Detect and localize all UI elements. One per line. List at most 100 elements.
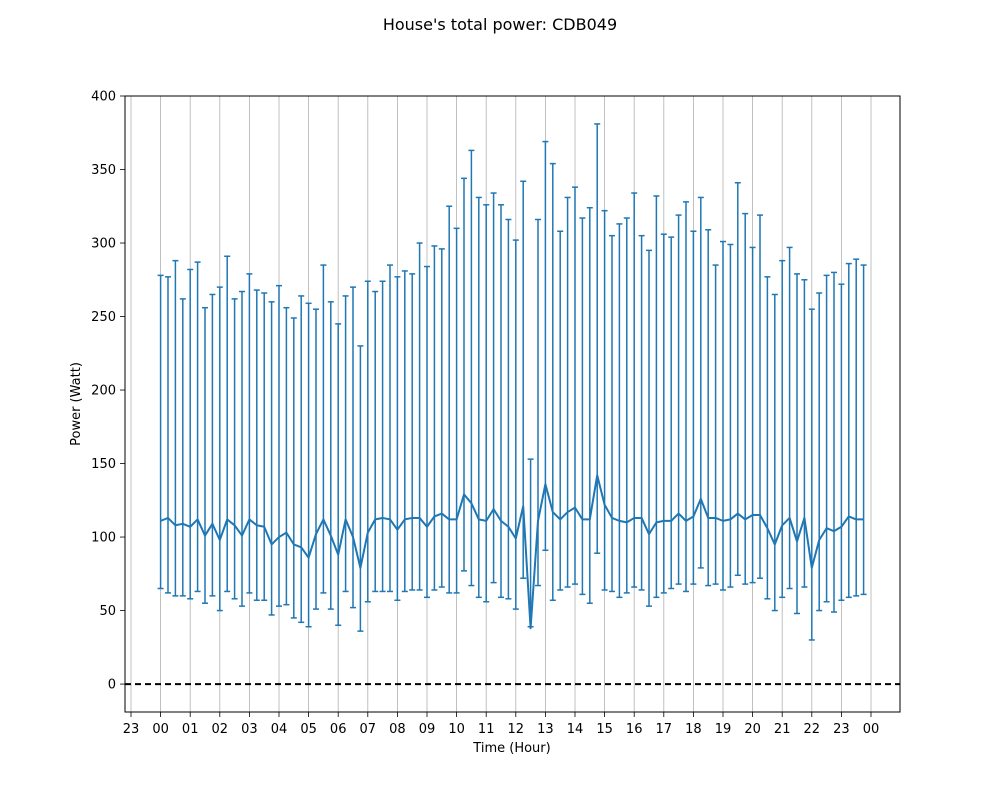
x-axis-ticks: 23 00 01 02 03 04 05 06 07 08 09 10 11 12 13 14 15 16 17 18… [123,712,880,737]
error-bar [660,233,667,594]
error-bar [394,276,401,602]
error-bar [283,306,290,606]
error-bar [165,276,171,594]
error-bar [172,259,179,597]
error-bar [335,323,342,627]
x-tick-label: 22 [804,722,821,737]
error-bar [179,298,186,597]
error-bar [668,236,675,590]
error-bar [298,295,305,624]
error-bar [498,204,504,599]
error-bar [823,274,830,603]
error-bar [194,261,201,593]
error-bar [838,283,845,602]
error-bar [786,246,793,590]
error-bar [187,268,194,600]
error-bar [594,123,601,554]
x-tick-label: 10 [448,722,465,737]
error-bar [357,345,364,632]
error-bar [557,230,564,591]
x-tick-label: 23 [123,722,140,737]
error-bar [638,234,645,591]
x-tick-label: 23 [833,722,850,737]
error-bar [564,196,571,588]
mean-power-line [160,474,864,630]
error-bar [512,239,519,610]
y-tick-label: 200 [91,384,116,399]
error-bar [609,234,615,593]
error-bar [483,204,490,603]
error-bar [268,301,275,616]
error-bar [720,240,726,591]
x-tick-label: 04 [271,722,288,737]
error-bar [742,212,749,585]
error-bar [409,273,416,591]
x-tick-label: 03 [241,722,258,737]
error-bar [808,308,815,641]
x-tick-label: 21 [774,722,791,737]
error-bar [705,229,712,587]
x-tick-label: 18 [685,722,702,737]
error-bar [549,162,556,602]
error-bar [401,270,408,593]
error-bar [231,298,238,600]
error-bar [290,317,297,619]
error-bar [749,246,756,584]
x-tick-label: 07 [360,722,377,737]
error-bar [446,205,453,594]
series-line-group [160,474,864,630]
y-tick-label: 300 [91,237,116,252]
error-bar [320,264,327,594]
y-tick-label: 350 [91,163,116,178]
error-bar [757,214,763,579]
x-tick-label: 20 [744,722,761,737]
y-tick-label: 50 [99,604,116,619]
error-bar [727,243,734,588]
error-bar [697,196,704,569]
error-bar [276,284,282,607]
error-bar [239,290,245,607]
x-tick-label: 16 [626,722,643,737]
error-bar [453,227,460,594]
error-bar [675,214,682,585]
x-tick-label: 14 [567,722,584,737]
error-bar [579,217,586,596]
error-bar [253,289,260,602]
x-tick-label: 19 [715,722,732,737]
error-bar [542,140,549,552]
error-bar [350,286,356,609]
x-tick-label: 12 [508,722,525,737]
error-bar [816,292,823,612]
error-bar [209,293,216,597]
y-tick-label: 250 [91,310,116,325]
error-bar [860,264,867,596]
error-bar [364,280,371,603]
error-bar [764,276,771,600]
error-bar [327,301,334,610]
error-bar [505,218,512,600]
x-tick-label: 05 [300,722,317,737]
error-bar [683,201,689,593]
x-tick-label: 02 [212,722,229,737]
error-bar [646,249,652,607]
error-bar [431,245,438,591]
x-tick-label: 01 [182,722,199,737]
y-axis-ticks: 0 50 100 150 200 250 300 350 400 [91,90,125,693]
error-bar [572,186,578,585]
error-bar [601,209,608,591]
plot-area-frame [124,95,901,713]
error-bar [475,196,482,599]
error-bar [468,149,475,587]
x-tick-label: 11 [478,722,495,737]
error-bar [712,264,719,585]
error-bar [246,273,253,594]
x-tick-label: 00 [863,722,880,737]
error-bar [157,274,164,590]
error-bar [845,262,852,599]
chart-title: House's total power: CDB049 [383,15,617,34]
error-bar [831,271,837,613]
error-bar [690,230,697,585]
error-bar [771,293,778,612]
